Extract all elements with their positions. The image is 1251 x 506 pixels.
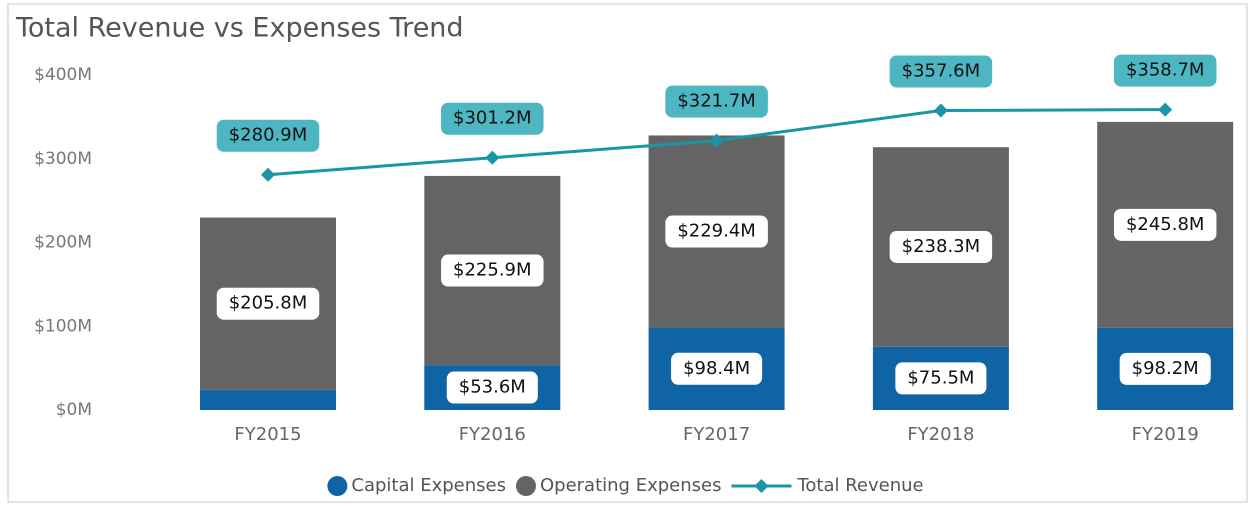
marker xyxy=(261,167,275,182)
marker xyxy=(485,150,500,165)
x-tick-label: FY2019 xyxy=(1132,424,1199,445)
data-label: $245.8M xyxy=(1126,214,1205,235)
marker xyxy=(933,103,948,118)
data-label: $357.6M xyxy=(902,61,981,82)
data-label: $98.2M xyxy=(1132,358,1199,379)
data-label-box xyxy=(216,119,320,152)
x-tick-label: FY2017 xyxy=(683,424,750,445)
data-label-box xyxy=(441,254,544,287)
data-label-box xyxy=(446,371,538,404)
data-label-box xyxy=(889,55,993,88)
data-label: $238.3M xyxy=(902,236,981,257)
data-label-box xyxy=(216,287,320,320)
y-tick-label: $200M xyxy=(34,233,92,253)
data-label-box xyxy=(665,85,768,118)
legend-swatch xyxy=(515,476,536,496)
data-label-box xyxy=(1113,54,1217,87)
data-label: $75.5M xyxy=(907,367,974,388)
x-tick-label: FY2016 xyxy=(459,424,526,445)
data-label: $358.7M xyxy=(1126,60,1205,81)
data-label: $53.6M xyxy=(459,377,526,398)
data-label-box xyxy=(441,102,544,135)
chart-title: Total Revenue vs Expenses Trend xyxy=(15,13,464,44)
x-tick-label: FY2015 xyxy=(234,424,301,445)
legend-swatch xyxy=(327,476,348,496)
data-label: $301.2M xyxy=(453,108,532,129)
data-label-box xyxy=(895,362,987,395)
data-label: $229.4M xyxy=(677,221,756,242)
data-label-box xyxy=(1119,352,1211,385)
y-tick-label: $300M xyxy=(34,149,92,169)
legend: Capital Expenses Operating Expenses Total … xyxy=(327,475,924,496)
marker xyxy=(1158,102,1173,117)
legend-label: Total Revenue xyxy=(796,475,923,496)
x-tick-label: FY2018 xyxy=(907,424,974,445)
data-label: $205.8M xyxy=(229,293,308,314)
legend-label: Capital Expenses xyxy=(351,475,506,496)
frame xyxy=(7,3,1248,503)
data-label-box xyxy=(671,352,763,385)
legend-label: Operating Expenses xyxy=(540,475,721,496)
data-label-box xyxy=(665,215,768,248)
data-label: $321.7M xyxy=(677,91,756,112)
y-tick-label: $400M xyxy=(34,65,92,85)
data-label-box xyxy=(889,230,993,263)
data-label: $280.9M xyxy=(229,125,308,146)
y-tick-label: $100M xyxy=(34,316,92,336)
marker xyxy=(709,133,724,148)
legend-marker xyxy=(754,479,769,493)
bar-segment xyxy=(200,389,336,410)
data-label: $225.9M xyxy=(453,260,532,281)
y-tick-label: $0M xyxy=(56,400,92,420)
data-label-box xyxy=(1113,208,1217,241)
data-label: $98.4M xyxy=(683,358,750,379)
